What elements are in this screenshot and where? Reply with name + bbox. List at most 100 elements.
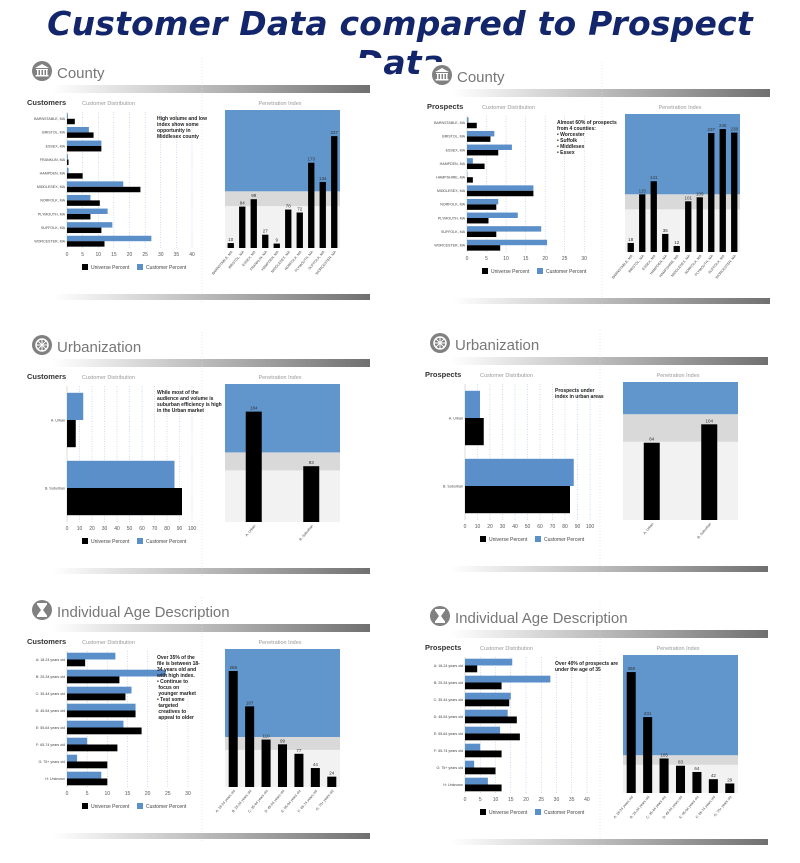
annotation-line: creatives to [157, 709, 186, 715]
county-prospects-panel: County Prospects Customer Distribution Pene… [422, 62, 782, 307]
annotation-line: Almost 60% of prospects [557, 120, 617, 126]
customer-bar [465, 692, 511, 700]
universe-bar [67, 676, 120, 684]
index-bar [719, 129, 726, 252]
urbanization-customers-panel: Urbanization Customers Customer Distributi… [22, 332, 382, 577]
age-prospects-panel: Individual Age Description Prospects Custo… [420, 603, 780, 848]
index-category-label: G: 75+ years old [713, 795, 733, 817]
footer-bar [450, 566, 768, 572]
index-band-low [225, 470, 340, 522]
customer-bar [467, 144, 512, 150]
annotation-line: While most of the [157, 390, 199, 396]
index-value-label: 187 [246, 700, 254, 705]
panel-chart: County Prospects Customer Distribution Pene… [427, 62, 770, 307]
universe-bar [67, 159, 69, 166]
section-title: Individual Age Description [455, 610, 628, 627]
index-bar [296, 212, 303, 248]
customer-bar [465, 777, 488, 785]
legend-customer-swatch [137, 264, 143, 270]
customer-bar [465, 458, 574, 486]
hourglass-glyph [435, 609, 445, 623]
legend-universe-label: Universe Percent [491, 269, 530, 275]
x-tick-label: 90 [575, 524, 581, 530]
x-tick-label: 70 [550, 524, 556, 530]
x-tick-label: 10 [475, 524, 481, 530]
index-bar [626, 672, 636, 793]
legend-universe-label: Universe Percent [91, 539, 130, 545]
x-tick-label: 15 [523, 256, 529, 262]
x-tick-label: 0 [466, 256, 469, 262]
urbanization-prospects-panel: Urbanization Prospects Customer Distributi… [420, 330, 780, 575]
x-tick-label: 100 [188, 526, 197, 532]
index-band-high [225, 110, 340, 192]
x-tick-label: 0 [464, 797, 467, 803]
category-label: WORCESTER, MA [34, 240, 65, 244]
annotation-line: • Continue to [157, 679, 188, 685]
header-bar [52, 359, 370, 367]
distribution-title: Customer Distribution [82, 640, 135, 646]
index-band-mid [623, 755, 738, 765]
annotation: Prospects under index in urban areas [555, 388, 604, 400]
annotation-line: 34 years old and [157, 667, 196, 673]
annotation-line: opportunity in [157, 128, 191, 134]
category-label: H: Unknown [443, 783, 463, 787]
index-value-label: 238 [730, 127, 738, 132]
annotation-line: suburban efficiency is high [157, 402, 222, 408]
index-bar [650, 181, 657, 252]
index-value-label: 134 [319, 176, 327, 181]
category-label: BRISTOL, MA [442, 135, 465, 139]
x-tick-label: 25 [562, 256, 568, 262]
category-label: MIDDLESEX, MA [37, 185, 66, 189]
universe-bar [67, 241, 105, 247]
index-category-label: WORCESTER, MA [715, 254, 738, 280]
category-label: D: 45-54 years old [36, 709, 65, 713]
universe-bar [67, 659, 86, 667]
annotation-line: from 4 counties: [557, 126, 596, 132]
customer-bar [67, 686, 132, 694]
universe-bar [67, 778, 108, 786]
universe-bar [467, 218, 489, 224]
index-title: Penetration Index [656, 646, 699, 652]
x-tick-label: 100 [586, 524, 595, 530]
index-value-label: 10 [228, 237, 234, 242]
index-bar [708, 133, 715, 252]
category-label: B: 25-34 years old [434, 681, 463, 685]
index-value-label: 231 [644, 711, 652, 716]
annotation-line: focus on [157, 685, 179, 691]
universe-bar [467, 136, 491, 142]
category-label: ESSEX, MA [446, 148, 466, 152]
customer-bar [465, 709, 508, 717]
category-label: F: 65-74 years old [36, 743, 65, 747]
annotation: While most of the audience and volume is s… [157, 390, 222, 414]
index-value-label: 105 [660, 753, 668, 758]
index-bar [659, 758, 669, 793]
universe-bar [67, 488, 182, 516]
index-value-label: 83 [678, 760, 684, 765]
index-value-label: 77 [296, 748, 302, 753]
x-tick-label: 40 [512, 524, 518, 530]
legend-customer-swatch [537, 268, 543, 274]
index-value-label: 9 [275, 238, 278, 243]
x-tick-label: 10 [503, 256, 509, 262]
section-title: Urbanization [57, 339, 141, 356]
index-value-label: 29 [727, 777, 733, 782]
category-label: MIDDLESEX, MA [437, 189, 466, 193]
index-value-label: 184 [250, 406, 258, 411]
category-label: D: 45-54 years old [434, 715, 463, 719]
annotation-line: audience and volume is [157, 396, 214, 402]
customer-bar [67, 754, 78, 762]
universe-bar [67, 132, 94, 138]
legend-universe-swatch [82, 803, 88, 809]
customer-bar [67, 460, 175, 488]
annotation-line: in the Urban market [157, 408, 204, 414]
legend-customer-label: Customer Percent [544, 810, 585, 816]
universe-bar [67, 420, 76, 448]
legend-customer-swatch [137, 538, 143, 544]
county-customers-panel: County Customers Customer Distribution Pene… [22, 58, 382, 303]
customer-bar [67, 771, 102, 779]
panel-chart: Urbanization Prospects Customer Distributi… [425, 330, 768, 575]
customer-bar [67, 222, 113, 228]
index-bar [701, 424, 718, 520]
x-tick-label: 35 [569, 797, 575, 803]
annotation: Over 40% of prospects are under the age o… [555, 661, 618, 673]
